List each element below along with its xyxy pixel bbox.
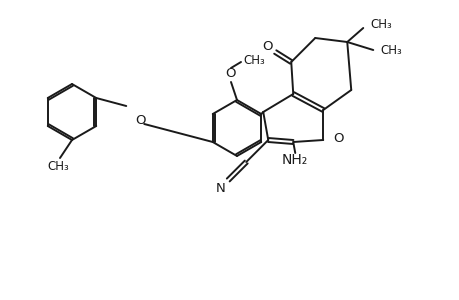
Text: CH₃: CH₃: [47, 160, 69, 172]
Text: CH₃: CH₃: [242, 53, 264, 67]
Text: O: O: [134, 113, 145, 127]
Text: O: O: [332, 131, 343, 145]
Text: O: O: [225, 67, 236, 80]
Text: N: N: [215, 182, 224, 194]
Text: CH₃: CH₃: [380, 44, 401, 56]
Text: NH₂: NH₂: [281, 153, 308, 167]
Text: CH₃: CH₃: [369, 17, 391, 31]
Text: O: O: [262, 40, 272, 52]
